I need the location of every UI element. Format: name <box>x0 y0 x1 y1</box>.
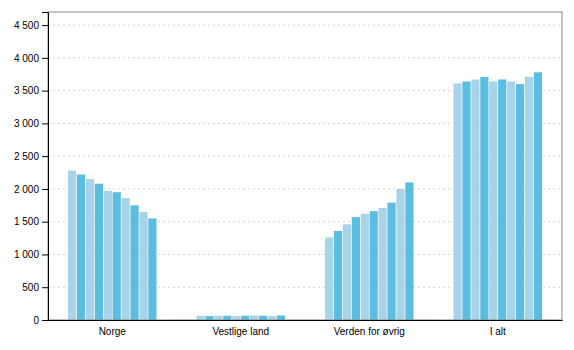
bar <box>387 203 395 320</box>
bar <box>277 315 285 320</box>
y-tick-label: 0 <box>33 315 39 326</box>
bar <box>130 205 138 320</box>
bar <box>259 316 267 320</box>
grid-line <box>48 25 562 26</box>
bar <box>405 182 413 320</box>
y-tick: 500 <box>22 282 48 293</box>
bar <box>489 81 497 320</box>
y-tick-label: 1 000 <box>14 249 39 260</box>
bar <box>379 208 387 320</box>
bar <box>334 231 342 320</box>
x-axis-domain <box>49 320 563 321</box>
bar-series <box>95 77 489 320</box>
bar-series <box>130 84 524 320</box>
y-tick-label: 500 <box>22 282 39 293</box>
y-tick-mark <box>42 222 48 223</box>
bar <box>77 175 85 320</box>
bar-series <box>122 81 516 320</box>
bar <box>95 184 103 320</box>
y-tick-mark <box>42 320 48 321</box>
bar-series <box>113 79 507 320</box>
y-tick-label: 3 000 <box>14 118 39 129</box>
y-tick-label: 4 000 <box>14 53 39 64</box>
bar <box>471 79 479 320</box>
bar <box>480 77 488 320</box>
y-tick-mark <box>42 91 48 92</box>
bar <box>196 316 204 320</box>
x-tick: Verden for øvrig <box>334 326 405 337</box>
grid <box>48 25 562 320</box>
bar-series <box>104 81 498 320</box>
bar <box>370 211 378 320</box>
y-tick-label: 2 000 <box>14 184 39 195</box>
y-tick: 2 500 <box>14 151 48 162</box>
y-tick: 0 <box>33 315 48 326</box>
grid-line <box>48 57 562 58</box>
bar <box>498 79 506 320</box>
plot: 0 500 1 000 1 500 2 000 2 500 3 000 3 500 4 000 4… <box>14 12 563 337</box>
bar <box>525 77 533 320</box>
y-axis-domain <box>42 13 49 321</box>
bar <box>462 81 470 320</box>
y-tick-mark <box>42 123 48 124</box>
chart: 0 500 1 000 1 500 2 000 2 500 3 000 3 500 4 000 4… <box>0 0 574 350</box>
bar <box>223 316 231 320</box>
bar-series <box>148 72 542 320</box>
bar <box>507 81 515 320</box>
bar <box>139 212 147 320</box>
x-tick-label: Verden for øvrig <box>334 326 405 337</box>
bar <box>241 316 249 320</box>
bar-series <box>86 79 480 320</box>
bar-series <box>77 81 471 320</box>
y-tick-label: 3 500 <box>14 85 39 96</box>
bar <box>122 198 130 320</box>
bar-series <box>68 83 462 320</box>
bar <box>325 237 333 320</box>
y-tick-label: 4 500 <box>14 20 39 31</box>
y-tick-mark <box>42 58 48 59</box>
bar-series <box>139 77 533 320</box>
bar <box>232 316 240 320</box>
bar <box>205 316 213 320</box>
y-tick: 2 000 <box>14 184 48 195</box>
y-tick: 1 500 <box>14 216 48 227</box>
x-tick: Vestlige land <box>212 326 269 337</box>
bar <box>343 224 351 320</box>
bar <box>268 316 276 320</box>
y-tick: 3 500 <box>14 85 48 96</box>
bar <box>361 214 369 320</box>
y-tick-mark <box>42 189 48 190</box>
y-axis: 0 500 1 000 1 500 2 000 2 500 3 000 3 500 4 000 4… <box>14 13 49 326</box>
x-tick-label: Vestlige land <box>212 326 269 337</box>
x-tick: I alt <box>490 326 506 337</box>
x-tick: Norge <box>99 326 127 337</box>
bar <box>516 84 524 320</box>
bar <box>250 315 258 320</box>
bar <box>396 189 404 320</box>
y-tick: 4 500 <box>14 20 48 31</box>
y-tick-mark <box>42 25 48 26</box>
bar <box>453 83 461 320</box>
bars <box>68 72 542 320</box>
y-tick-mark <box>42 287 48 288</box>
bar <box>352 217 360 320</box>
x-tick-label: I alt <box>490 326 506 337</box>
x-tick-label: Norge <box>99 326 127 337</box>
y-tick-label: 1 500 <box>14 216 39 227</box>
bar <box>68 171 76 320</box>
plot-frame <box>48 12 562 320</box>
y-tick: 4 000 <box>14 53 48 64</box>
bar <box>86 179 94 320</box>
bar <box>104 191 112 320</box>
bar <box>113 192 121 320</box>
y-tick-mark <box>42 254 48 255</box>
bar <box>148 218 156 320</box>
y-tick-mark <box>42 156 48 157</box>
bar <box>214 316 222 320</box>
bar <box>534 72 542 320</box>
y-tick-label: 2 500 <box>14 151 39 162</box>
y-tick: 1 000 <box>14 249 48 260</box>
x-axis: Norge Vestlige land Verden for øvrig I alt <box>49 321 563 338</box>
y-tick: 3 000 <box>14 118 48 129</box>
